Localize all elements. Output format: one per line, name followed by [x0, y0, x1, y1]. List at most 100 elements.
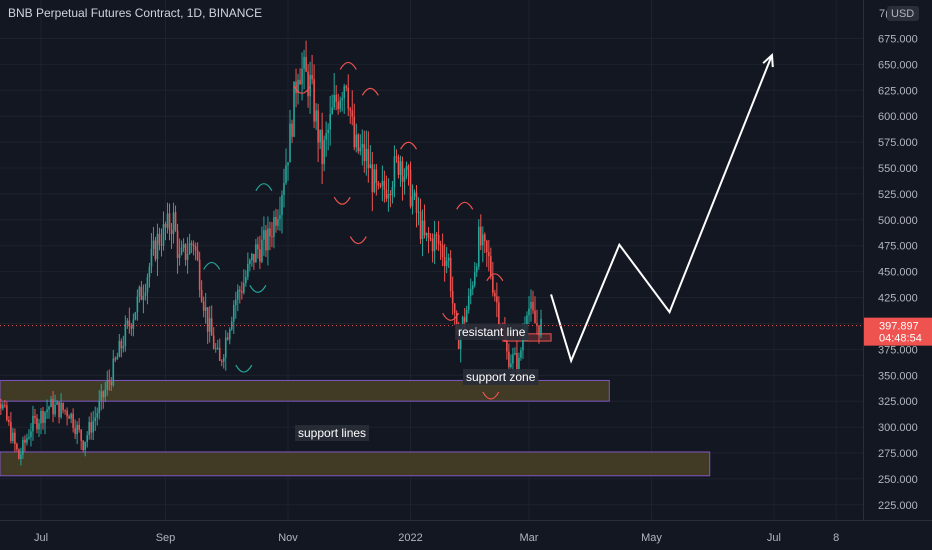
swing-arc: [456, 201, 474, 210]
candle-body: [453, 303, 456, 313]
candle-body: [415, 192, 418, 213]
candle-body: [251, 253, 253, 261]
candle-body: [498, 302, 500, 326]
candle-body: [467, 295, 470, 310]
candle-body: [431, 238, 434, 252]
candle-body: [8, 419, 10, 422]
annotation-resistant-line: resistant line: [455, 324, 529, 340]
candle-body: [106, 380, 109, 390]
candle-body: [146, 277, 149, 293]
candle-body: [132, 319, 135, 329]
candle-body: [435, 234, 438, 236]
candle-body: [216, 347, 219, 349]
candle-body: [351, 110, 354, 117]
price-tick-label: 450.000: [878, 267, 918, 279]
last-price-countdown: 04:48:54: [879, 333, 922, 345]
candle-body: [220, 360, 223, 362]
price-axis[interactable]: 225.000 250.000 275.000 300.000 325.000 350.0…: [878, 34, 918, 512]
swing-arc: [442, 312, 460, 321]
candle-body: [212, 335, 215, 349]
candle-body: [112, 358, 115, 386]
price-tick-label: 300.000: [878, 422, 918, 434]
candle-body: [479, 226, 482, 246]
candle-body: [66, 410, 68, 417]
swing-arc: [255, 183, 273, 191]
candle-body: [226, 337, 229, 340]
candle-body: [104, 389, 107, 398]
candle-body: [190, 243, 193, 245]
candle-body: [48, 406, 50, 410]
candle-body: [441, 245, 444, 257]
candle-body: [307, 71, 309, 97]
projection-line: [550, 52, 774, 364]
candle-body: [359, 147, 362, 152]
candle-body: [178, 254, 181, 259]
swing-arc: [339, 61, 357, 70]
candle-body: [397, 156, 400, 175]
candle-body: [60, 402, 62, 418]
candle-body: [451, 290, 454, 304]
swing-arc: [361, 87, 379, 96]
time-tick-label: Sep: [156, 532, 176, 544]
candle-body: [100, 391, 103, 401]
candle-body: [371, 164, 374, 192]
swing-arc: [333, 196, 351, 205]
candle-body: [303, 56, 305, 69]
candle-body: [140, 286, 143, 300]
candle-body: [425, 232, 428, 236]
candle-body: [492, 275, 494, 293]
candle-body: [443, 256, 446, 267]
candle-body: [94, 417, 97, 422]
candle-body: [455, 312, 458, 333]
candle-body: [38, 423, 40, 430]
candle-body: [433, 234, 436, 252]
candle-body: [528, 308, 530, 316]
candle-body: [508, 351, 510, 368]
candle-body: [84, 441, 86, 451]
candle-body: [62, 402, 64, 411]
candle-body: [64, 410, 66, 412]
candle-body: [299, 79, 301, 85]
candle-body: [295, 81, 297, 94]
candle-body: [477, 226, 480, 267]
candle-body: [345, 86, 348, 88]
time-tick-label: Nov: [278, 532, 298, 544]
swing-arc: [399, 141, 418, 150]
time-axis[interactable]: Jul Sep Nov 2022 Mar May Jul 8: [34, 532, 839, 544]
price-tick-label: 650.000: [878, 59, 918, 71]
candle-body: [361, 144, 364, 148]
candle-body: [315, 110, 317, 122]
candle-body: [393, 156, 396, 188]
candle-body: [176, 230, 179, 259]
candle-body: [154, 240, 157, 260]
candle-body: [385, 189, 388, 199]
candle-body: [335, 94, 337, 102]
candle-body: [92, 421, 95, 433]
candle-body: [210, 318, 213, 336]
swing-arc: [293, 86, 311, 94]
price-tick-label: 375.000: [878, 344, 918, 356]
candle-body: [28, 437, 30, 439]
candle-body: [14, 432, 16, 444]
candle-body: [469, 289, 472, 296]
candle-body: [327, 129, 329, 134]
candle-body: [230, 321, 233, 330]
candle-body: [421, 220, 424, 240]
candle-body: [488, 252, 490, 257]
candle-body: [457, 332, 460, 349]
candle-body: [526, 315, 528, 328]
candle-body: [427, 232, 430, 239]
candle-body: [475, 266, 478, 273]
candle-body: [506, 340, 508, 352]
candle-body: [172, 212, 175, 235]
candle-body: [241, 291, 243, 293]
candle-body: [301, 68, 303, 85]
candle-body: [305, 56, 307, 72]
candle-body: [247, 263, 249, 277]
candle-body: [148, 266, 151, 278]
candle-body: [54, 404, 56, 415]
candle-body: [339, 100, 342, 110]
candle-body: [32, 415, 34, 432]
projection-path: [550, 54, 773, 364]
